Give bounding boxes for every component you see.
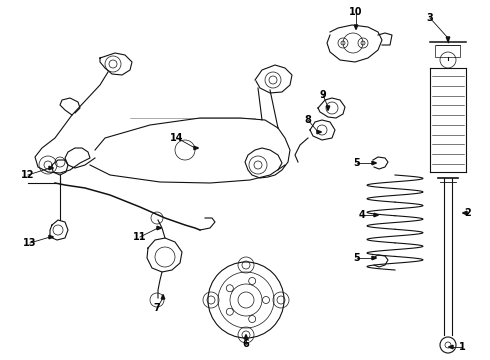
Polygon shape xyxy=(157,226,162,230)
Text: 10: 10 xyxy=(349,7,363,17)
Polygon shape xyxy=(49,235,53,239)
Bar xyxy=(435,45,460,57)
Polygon shape xyxy=(317,130,321,134)
Polygon shape xyxy=(446,37,450,41)
Polygon shape xyxy=(372,256,376,260)
Text: 2: 2 xyxy=(465,208,471,218)
Polygon shape xyxy=(354,25,358,30)
Text: 6: 6 xyxy=(243,339,249,349)
Polygon shape xyxy=(463,211,467,215)
Text: 11: 11 xyxy=(133,232,147,242)
Polygon shape xyxy=(448,345,453,349)
Polygon shape xyxy=(49,166,53,170)
Polygon shape xyxy=(374,213,378,217)
Polygon shape xyxy=(244,334,248,339)
Text: 4: 4 xyxy=(359,210,366,220)
Text: 3: 3 xyxy=(427,13,433,23)
Polygon shape xyxy=(372,161,376,165)
Text: 13: 13 xyxy=(23,238,37,248)
Text: 9: 9 xyxy=(319,90,326,100)
Text: 5: 5 xyxy=(354,253,360,263)
Text: 8: 8 xyxy=(305,115,312,125)
Polygon shape xyxy=(326,106,330,111)
Polygon shape xyxy=(194,146,198,150)
Text: 1: 1 xyxy=(459,342,466,352)
Text: 14: 14 xyxy=(170,133,184,143)
Text: 7: 7 xyxy=(154,303,160,313)
Text: 12: 12 xyxy=(21,170,35,180)
Polygon shape xyxy=(161,294,165,299)
Text: 5: 5 xyxy=(354,158,360,168)
